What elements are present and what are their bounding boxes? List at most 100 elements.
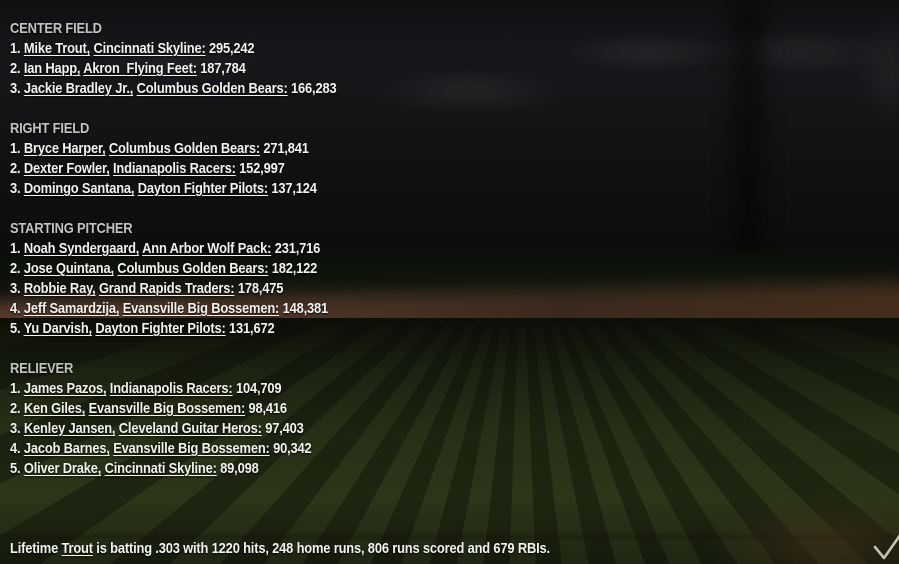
rank-label: 2. <box>10 60 24 77</box>
vote-count: 187,784 <box>200 60 246 77</box>
section-title: CENTER FIELD <box>10 20 102 37</box>
player-link[interactable]: Oliver Drake, <box>23 460 102 477</box>
team-link[interactable]: Grand Rapids Traders: <box>98 280 235 297</box>
infield-dirt-corner <box>709 498 899 564</box>
vote-row: 3. Jackie Bradley Jr., Columbus Golden B… <box>10 79 337 99</box>
player-link[interactable]: Jackie Bradley Jr., <box>23 80 134 97</box>
vote-count: 89,098 <box>220 460 259 477</box>
vote-row: 5. Oliver Drake, Cincinnati Skyline: 89,… <box>10 459 336 479</box>
player-link[interactable]: James Pazos, <box>23 380 107 397</box>
rank-label: 5. <box>10 320 24 337</box>
team-link[interactable]: Indianapolis Racers: <box>113 160 236 177</box>
player-link[interactable]: Dexter Fowler, <box>23 160 110 177</box>
vote-row: 1. Noah Syndergaard, Ann Arbor Wolf Pack… <box>10 239 336 259</box>
vote-row: 4. Jeff Samardzija, Evansville Big Bosse… <box>10 299 336 319</box>
rank-label: 3. <box>10 180 24 197</box>
player-link-trout[interactable]: Trout <box>61 540 94 557</box>
player-link[interactable]: Domingo Santana, <box>23 180 135 197</box>
vote-row: 5. Yu Darvish, Dayton Fighter Pilots: 13… <box>10 319 336 339</box>
section-title: RELIEVER <box>10 360 74 377</box>
status-suffix: is batting .303 with 1220 hits, 248 home… <box>92 540 550 557</box>
vote-count: 271,841 <box>263 140 309 157</box>
rank-label: 2. <box>10 160 24 177</box>
player-link[interactable]: Jose Quintana, <box>23 260 114 277</box>
vote-count: 104,709 <box>235 380 282 397</box>
player-link[interactable]: Ken Giles, <box>23 400 86 417</box>
team-link[interactable]: Cincinnati Skyline: <box>93 40 206 57</box>
vote-rows: 1. Bryce Harper, Columbus Golden Bears: … <box>10 139 336 199</box>
rank-label: 3. <box>10 280 24 297</box>
team-link[interactable]: Columbus Golden Bears: <box>117 260 269 277</box>
vote-section: RELIEVER 1. James Pazos, Indianapolis Rac… <box>10 359 336 479</box>
team-link[interactable]: Indianapolis Racers: <box>109 380 233 397</box>
team-link[interactable]: Ann Arbor Wolf Pack: <box>142 240 272 257</box>
team-link[interactable]: Akron Flying Feet: <box>83 60 197 77</box>
rank-label: 3. <box>10 80 24 97</box>
vote-row: 2. Dexter Fowler, Indianapolis Racers: 1… <box>10 159 336 179</box>
vote-row: 2. Ian Happ, Akron Flying Feet: 187,784 <box>10 59 336 79</box>
rank-label: 4. <box>10 300 24 317</box>
rank-label: 3. <box>10 420 24 437</box>
vote-count: 231,716 <box>274 240 321 257</box>
rank-label: 1. <box>10 140 24 157</box>
vote-count: 148,381 <box>282 300 329 317</box>
vote-rows: 1. Mike Trout, Cincinnati Skyline: 295,2… <box>10 39 337 99</box>
vote-rows: 1. James Pazos, Indianapolis Racers: 104… <box>10 379 336 479</box>
vote-row: 1. Mike Trout, Cincinnati Skyline: 295,2… <box>10 39 336 59</box>
vote-results-panel: CENTER FIELD 1. Mike Trout, Cincinnati Sk… <box>10 19 337 499</box>
player-link[interactable]: Jeff Samardzija, <box>23 300 120 317</box>
vote-count: 137,124 <box>271 180 317 197</box>
vote-count: 152,997 <box>239 160 285 177</box>
chevron-down-icon[interactable] <box>872 533 899 563</box>
player-link[interactable]: Mike Trout, <box>23 40 91 57</box>
rank-label: 4. <box>10 440 24 457</box>
team-link[interactable]: Cincinnati Skyline: <box>104 460 217 477</box>
section-title: STARTING PITCHER <box>10 220 133 237</box>
rank-label: 1. <box>10 40 24 57</box>
vote-count: 166,283 <box>291 80 337 97</box>
team-link[interactable]: Cleveland Guitar Heros: <box>118 420 262 437</box>
team-link[interactable]: Evansville Big Bossemen: <box>113 440 270 457</box>
player-link[interactable]: Ian Happ, <box>23 60 81 77</box>
section-title: RIGHT FIELD <box>10 120 90 137</box>
vote-row: 3. Robbie Ray, Grand Rapids Traders: 178… <box>10 279 336 299</box>
lifetime-stats-line: Lifetime Trout is batting .303 with 1220… <box>10 539 550 559</box>
team-link[interactable]: Columbus Golden Bears: <box>136 80 288 97</box>
player-link[interactable]: Robbie Ray, <box>23 280 96 297</box>
rank-label: 1. <box>10 240 24 257</box>
player-link[interactable]: Yu Darvish, <box>23 320 93 337</box>
vote-section: CENTER FIELD 1. Mike Trout, Cincinnati Sk… <box>10 19 337 99</box>
vote-count: 97,403 <box>265 420 304 437</box>
stadium-pillar-shadow <box>733 0 763 265</box>
vote-count: 90,342 <box>273 440 312 457</box>
player-link[interactable]: Noah Syndergaard, <box>23 240 140 257</box>
vote-row: 1. James Pazos, Indianapolis Racers: 104… <box>10 379 336 399</box>
team-link[interactable]: Evansville Big Bossemen: <box>122 300 280 317</box>
team-link[interactable]: Dayton Fighter Pilots: <box>137 180 268 197</box>
player-link[interactable]: Jacob Barnes, <box>23 440 110 457</box>
vote-count: 98,416 <box>248 400 288 417</box>
vote-row: 4. Jacob Barnes, Evansville Big Bossemen… <box>10 439 336 459</box>
vote-count: 182,122 <box>271 260 318 277</box>
vote-rows: 1. Noah Syndergaard, Ann Arbor Wolf Pack… <box>10 239 336 339</box>
vote-count: 178,475 <box>237 280 284 297</box>
team-link[interactable]: Evansville Big Bossemen: <box>88 400 246 417</box>
rank-label: 5. <box>10 460 24 477</box>
team-link[interactable]: Columbus Golden Bears: <box>108 140 260 157</box>
vote-count: 295,242 <box>209 40 255 57</box>
team-link[interactable]: Dayton Fighter Pilots: <box>95 320 226 337</box>
vote-row: 1. Bryce Harper, Columbus Golden Bears: … <box>10 139 336 159</box>
vote-section: STARTING PITCHER 1. Noah Syndergaard, Ann… <box>10 219 336 339</box>
vote-row: 3. Kenley Jansen, Cleveland Guitar Heros… <box>10 419 336 439</box>
rank-label: 2. <box>10 260 24 277</box>
vote-row: 2. Jose Quintana, Columbus Golden Bears:… <box>10 259 336 279</box>
player-link[interactable]: Bryce Harper, <box>23 140 106 157</box>
vote-section: RIGHT FIELD 1. Bryce Harper, Columbus Gol… <box>10 119 336 199</box>
vote-row: 2. Ken Giles, Evansville Big Bossemen: 9… <box>10 399 336 419</box>
vote-row: 3. Domingo Santana, Dayton Fighter Pilot… <box>10 179 336 199</box>
rank-label: 1. <box>10 380 24 397</box>
vote-count: 131,672 <box>229 320 275 337</box>
rank-label: 2. <box>10 400 24 417</box>
player-link[interactable]: Kenley Jansen, <box>23 420 116 437</box>
